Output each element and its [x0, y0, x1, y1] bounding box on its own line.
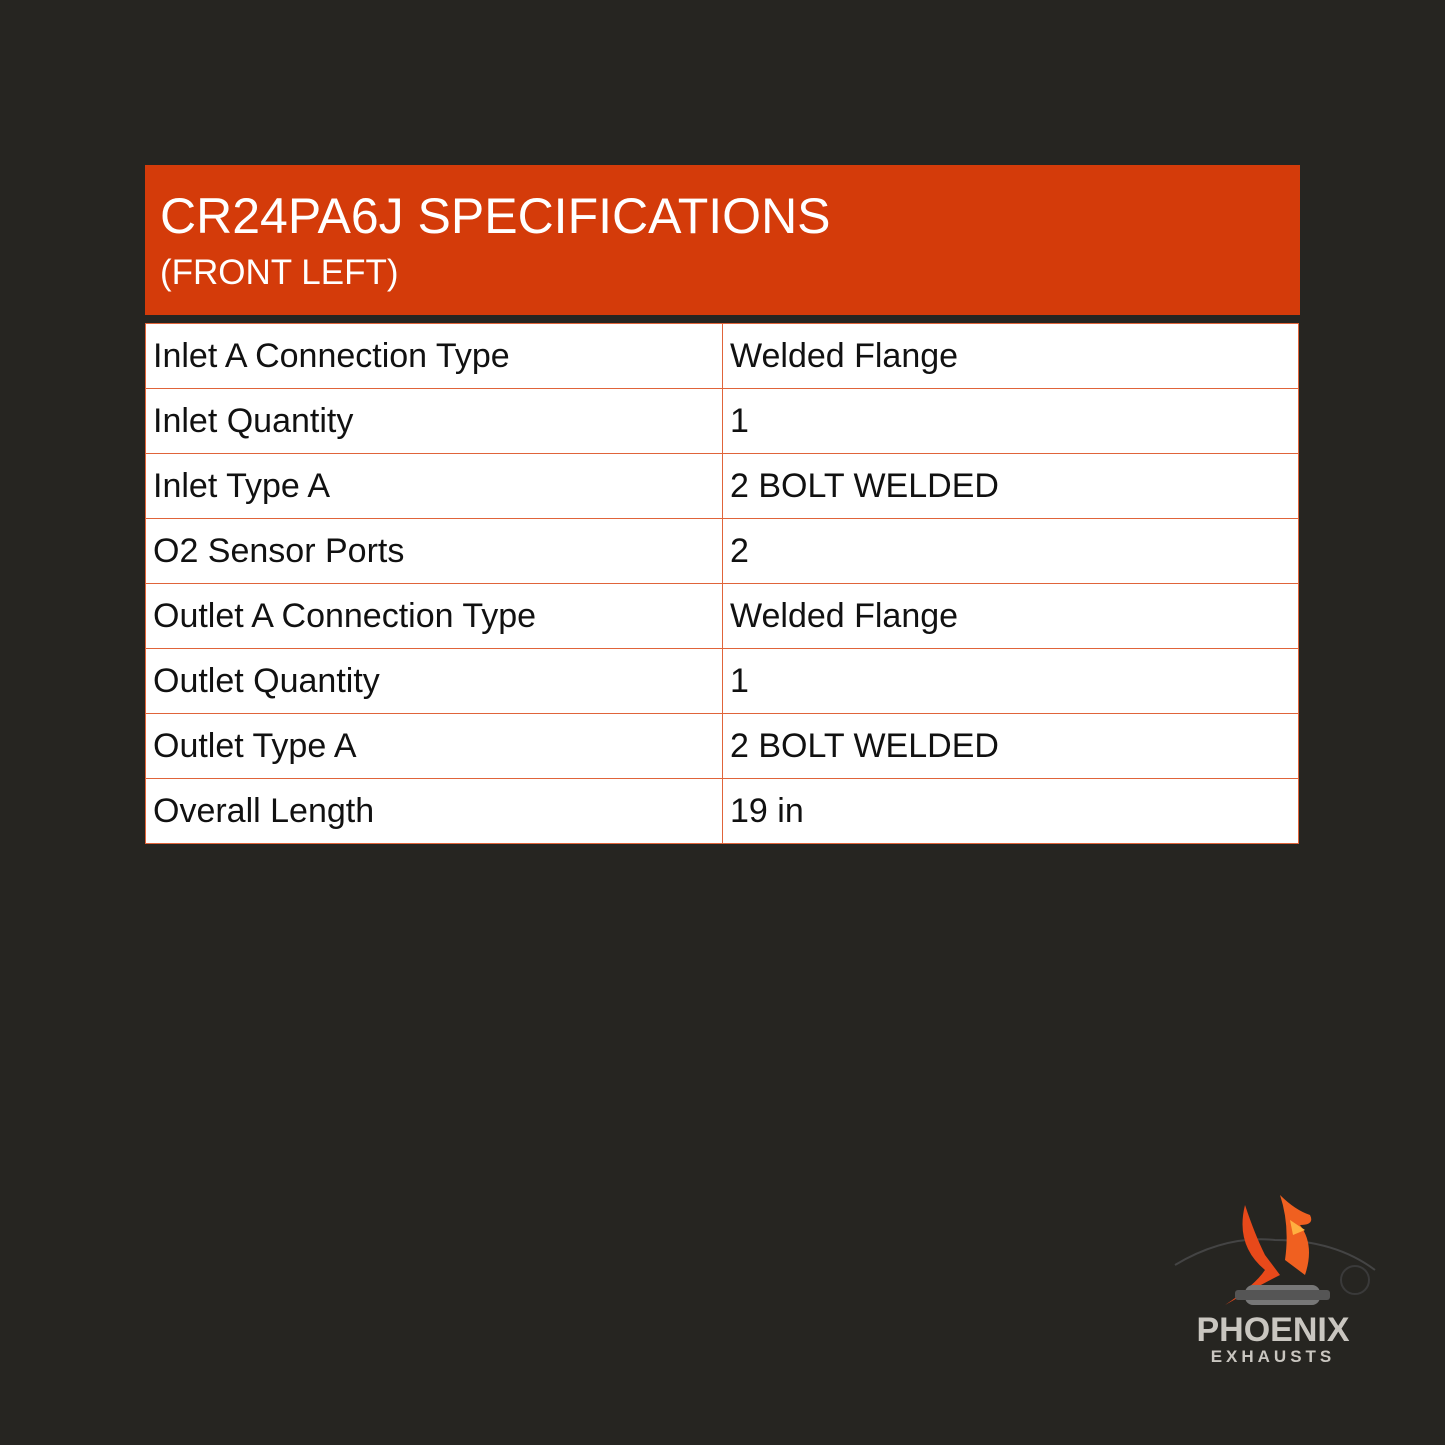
- spec-value: 1: [722, 388, 1299, 454]
- table-row: Inlet Quantity 1: [145, 388, 1299, 454]
- spec-value: 2 BOLT WELDED: [722, 453, 1299, 519]
- table-row: Outlet A Connection Type Welded Flange: [145, 583, 1299, 649]
- table-row: Overall Length 19 in: [145, 778, 1299, 844]
- table-row: Outlet Quantity 1: [145, 648, 1299, 714]
- page-title: CR24PA6J SPECIFICATIONS: [160, 188, 831, 244]
- logo-tagline: EXHAUSTS: [1210, 1347, 1336, 1366]
- page-subtitle: (FRONT LEFT): [160, 253, 399, 292]
- spec-value: Welded Flange: [722, 583, 1299, 649]
- table-row: O2 Sensor Ports 2: [145, 518, 1299, 584]
- spec-label: Overall Length: [145, 778, 723, 844]
- logo-name: PHOENIX: [1196, 1311, 1350, 1349]
- table-row: Inlet A Connection Type Welded Flange: [145, 323, 1299, 389]
- phoenix-bird-icon: [1174, 1195, 1376, 1305]
- spec-value: 19 in: [722, 778, 1299, 844]
- spec-value: 2: [722, 518, 1299, 584]
- spec-label: Inlet Quantity: [145, 388, 723, 454]
- spec-label: Outlet Type A: [145, 713, 723, 779]
- phoenix-exhausts-logo: PHOENIX EXHAUSTS: [1165, 1185, 1385, 1375]
- spec-value: Welded Flange: [722, 323, 1299, 389]
- spec-label: Inlet Type A: [145, 453, 723, 519]
- spec-table: Inlet A Connection Type Welded Flange Inle…: [145, 323, 1299, 844]
- spec-label: O2 Sensor Ports: [145, 518, 723, 584]
- spec-header: CR24PA6J SPECIFICATIONS (FRONT LEFT): [145, 165, 1300, 315]
- spec-label: Outlet Quantity: [145, 648, 723, 714]
- spec-label: Outlet A Connection Type: [145, 583, 723, 649]
- spec-value: 2 BOLT WELDED: [722, 713, 1299, 779]
- spec-label: Inlet A Connection Type: [145, 323, 723, 389]
- spec-value: 1: [722, 648, 1299, 714]
